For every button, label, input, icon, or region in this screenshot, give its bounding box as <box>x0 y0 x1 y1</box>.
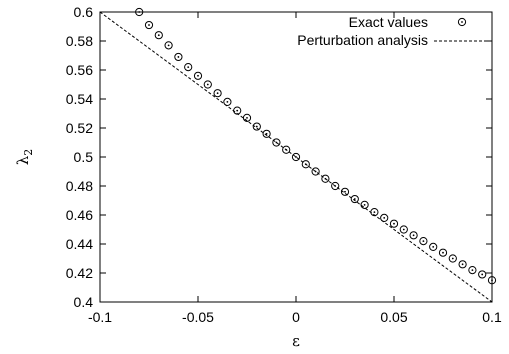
y-tick-label: 0.6 <box>74 4 94 20</box>
tick-labels: -0.1 -0.05 0 0.05 0.1 0.4 0.42 0.44 0.46 0.48 0.5 0… <box>66 4 502 325</box>
legend: Exact values Perturbation analysis <box>297 14 486 48</box>
exact-value-point <box>242 113 252 122</box>
exact-value-point <box>311 167 320 176</box>
x-tick-label: -0.05 <box>182 309 214 325</box>
y-axis-label-base: λ <box>14 155 32 165</box>
y-axis-label: λ2 <box>14 149 35 166</box>
exact-value-point <box>370 208 379 217</box>
exact-value-point <box>233 106 242 115</box>
exact-value-point <box>135 7 144 17</box>
exact-value-point <box>272 138 281 147</box>
perturbation-line <box>99 11 493 303</box>
exact-value-point <box>301 160 310 169</box>
exact-value-point <box>213 89 222 98</box>
x-tick-label: 0 <box>292 309 300 325</box>
y-tick-label: 0.54 <box>66 91 93 107</box>
exact-value-point <box>419 237 428 246</box>
exact-value-point <box>144 20 154 30</box>
y-tick-label: 0.56 <box>66 62 93 78</box>
axis-ticks <box>99 11 493 303</box>
y-tick-label: 0.58 <box>66 33 93 49</box>
y-tick-label: 0.52 <box>66 120 93 136</box>
exact-value-point <box>340 187 350 196</box>
y-tick-label: 0.42 <box>66 265 93 281</box>
x-tick-label: 0.1 <box>482 309 502 325</box>
exact-value-point <box>438 248 448 257</box>
exact-value-point <box>360 200 369 209</box>
exact-value-point <box>154 31 163 40</box>
x-tick-label: 0.05 <box>380 309 407 325</box>
legend-label-perturbation: Perturbation analysis <box>297 32 428 48</box>
legend-marker-exact <box>457 17 467 27</box>
exact-value-point <box>380 213 389 222</box>
y-tick-label: 0.48 <box>66 178 93 194</box>
exact-value-point <box>448 254 457 263</box>
exact-value-point <box>478 270 487 279</box>
y-tick-label: 0.4 <box>74 294 94 310</box>
exact-value-point <box>487 276 497 285</box>
perturbation-series <box>99 11 493 303</box>
exact-value-point <box>458 260 467 269</box>
exact-value-point <box>223 97 232 107</box>
exact-value-point <box>291 152 301 162</box>
exact-value-point <box>203 80 212 89</box>
exact-value-point <box>282 145 291 154</box>
exact-value-point <box>174 52 183 62</box>
exact-value-point <box>252 122 261 131</box>
y-tick-label: 0.46 <box>66 207 93 223</box>
exact-value-point <box>164 41 173 50</box>
exact-value-point <box>184 63 193 72</box>
exact-value-point <box>331 181 340 191</box>
legend-label-exact: Exact values <box>349 14 428 30</box>
exact-value-point <box>389 219 399 228</box>
x-axis-label: ε <box>292 332 300 350</box>
x-tick-label: -0.1 <box>88 309 112 325</box>
exact-value-point <box>468 266 477 275</box>
exact-value-point <box>350 194 359 204</box>
exact-values-series <box>135 7 497 285</box>
exact-value-point <box>262 129 271 138</box>
y-tick-label: 0.5 <box>74 149 94 165</box>
exact-value-point <box>321 174 330 183</box>
y-axis-label-subscript: 2 <box>22 149 35 156</box>
exact-value-point <box>429 242 438 251</box>
y-tick-label: 0.44 <box>66 236 93 252</box>
exact-value-point <box>399 225 408 234</box>
exact-value-point <box>409 231 418 240</box>
exact-value-point <box>193 71 203 80</box>
